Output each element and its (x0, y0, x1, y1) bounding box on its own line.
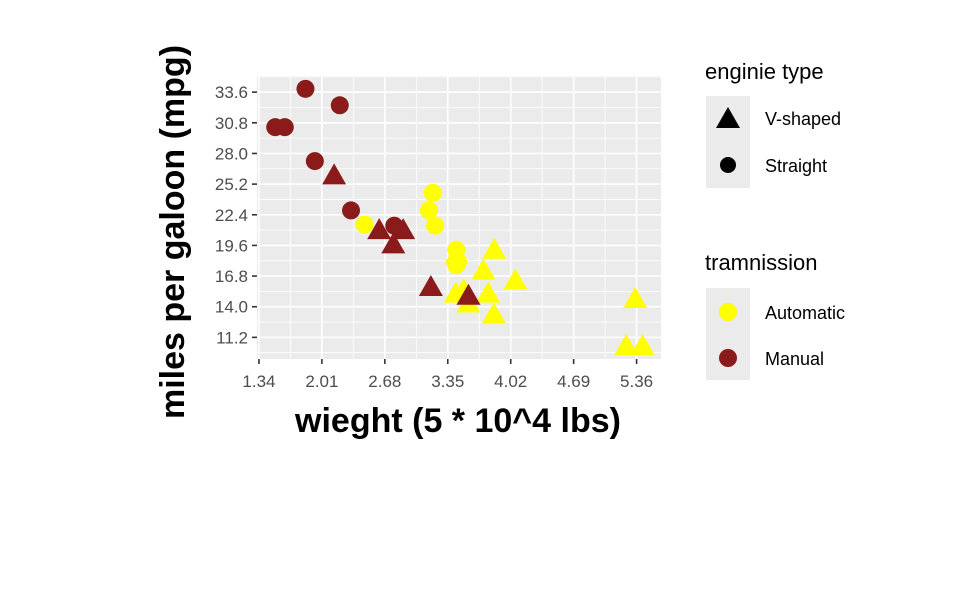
triangle-key-icon (716, 107, 740, 128)
legend-transmission: tramnission Automatic Manual (705, 250, 845, 380)
data-point-triangle (614, 334, 639, 356)
data-point-circle (447, 240, 466, 259)
manual-key-icon (719, 349, 737, 367)
legend-title: tramnission (705, 250, 817, 275)
y-tick-label: 14.0 (215, 298, 248, 317)
data-point-triangle (367, 218, 392, 240)
x-axis-title: wieght (5 * 10^4 lbs) (294, 402, 621, 440)
x-tick-label: 2.68 (368, 372, 401, 391)
data-points (266, 79, 655, 356)
x-tick-label: 3.35 (431, 372, 464, 391)
data-point-circle (266, 118, 285, 137)
y-tick-label: 11.2 (216, 328, 248, 347)
data-point-triangle (418, 275, 443, 297)
legend-label: V-shaped (765, 109, 841, 129)
axes: 1.34 2.01 2.68 3.35 4.02 4.69 5.36 11.2 14.0 16.8… (215, 83, 653, 391)
data-point-triangle (456, 283, 481, 305)
automatic-key-icon (719, 303, 737, 321)
data-point-triangle (630, 334, 655, 356)
data-point-triangle (476, 281, 501, 303)
data-point-triangle (482, 237, 507, 259)
y-tick-label: 33.6 (215, 83, 248, 102)
circle-key-icon (720, 157, 736, 173)
plot-panel (257, 76, 661, 359)
data-point-triangle (471, 258, 496, 280)
y-tick-label: 30.8 (215, 114, 248, 133)
data-point-circle (296, 79, 315, 98)
legend-engine-type: enginie type V-shaped Straight (705, 59, 841, 188)
data-point-circle (330, 96, 349, 115)
y-tick-label: 25.2 (215, 175, 248, 194)
data-point-triangle (381, 232, 406, 254)
data-point-circle (342, 201, 361, 220)
data-point-circle (385, 216, 404, 235)
y-axis-title: miles per galoon (mpg) (154, 45, 192, 419)
x-tick-label: 1.34 (242, 372, 275, 391)
x-tick-label: 2.01 (305, 372, 338, 391)
data-point-circle (426, 216, 445, 235)
legend-label: Straight (765, 156, 827, 176)
y-tick-label: 16.8 (215, 267, 248, 286)
x-tick-label: 4.69 (557, 372, 590, 391)
data-point-circle (305, 152, 324, 171)
data-point-circle (355, 215, 374, 234)
legend-label: Automatic (765, 303, 845, 323)
legend-label: Manual (765, 349, 824, 369)
legend-title: enginie type (705, 59, 824, 84)
data-point-triangle (503, 268, 528, 290)
y-tick-label: 28.0 (215, 144, 248, 163)
x-tick-label: 4.02 (494, 372, 527, 391)
data-point-circle (419, 201, 438, 220)
x-tick-label: 5.36 (620, 372, 653, 391)
y-tick-label: 22.4 (215, 206, 248, 225)
gridlines (257, 76, 661, 359)
data-point-triangle (481, 302, 506, 324)
data-point-circle (447, 256, 466, 275)
data-point-circle (423, 183, 442, 202)
y-tick-label: 19.6 (215, 236, 248, 255)
data-point-triangle (322, 163, 347, 185)
data-point-triangle (623, 287, 648, 309)
